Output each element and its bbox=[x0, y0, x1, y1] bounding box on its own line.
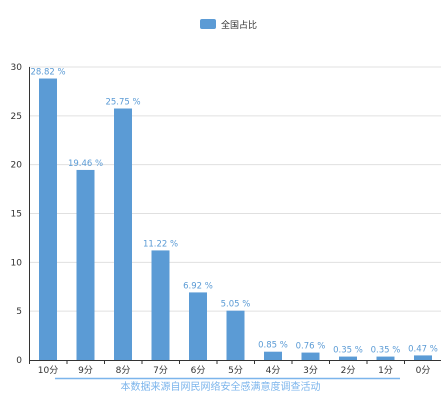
data-label: 0.35 % bbox=[333, 346, 363, 356]
x-tick-label: 9分 bbox=[78, 365, 93, 376]
bar[interactable] bbox=[76, 169, 95, 360]
y-tick-label: 15 bbox=[11, 210, 22, 220]
y-tick-label: 25 bbox=[11, 112, 22, 122]
bar[interactable] bbox=[39, 78, 57, 361]
y-tick-label: 10 bbox=[11, 258, 23, 268]
x-tick-label: 10分 bbox=[38, 365, 58, 376]
data-label: 25.75 % bbox=[105, 98, 140, 108]
bar[interactable] bbox=[226, 310, 245, 360]
x-tick-label: 3分 bbox=[303, 365, 318, 376]
bar[interactable] bbox=[414, 355, 432, 360]
data-label: 0.35 % bbox=[371, 346, 401, 356]
data-label: 5.05 % bbox=[221, 300, 251, 310]
gridlines bbox=[29, 66, 441, 312]
data-label: 0.85 % bbox=[258, 341, 288, 351]
axes: 0 5 10 15 20 25 30 10分 9分 8分 7分 6分 5分 4分 3分 2分 1分 0分 bbox=[11, 63, 441, 380]
data-labels: 28.82 % 19.46 % 25.75 % 11.22 % 6.92 % 5.05 %… bbox=[30, 68, 437, 356]
bar[interactable] bbox=[151, 250, 170, 360]
legend-swatch bbox=[200, 19, 216, 29]
bar[interactable] bbox=[264, 351, 282, 360]
bar[interactable] bbox=[376, 356, 395, 360]
data-label: 11.22 % bbox=[143, 239, 178, 249]
x-tick-label: 8分 bbox=[116, 365, 131, 376]
bar[interactable] bbox=[114, 108, 132, 360]
y-tick-label: 30 bbox=[11, 63, 23, 73]
y-tick-label: 20 bbox=[11, 161, 23, 171]
data-label: 0.76 % bbox=[296, 342, 326, 352]
footnote: 本数据来源自网民网络安全感满意度调查活动 bbox=[120, 382, 321, 393]
y-tick-label: 0 bbox=[16, 356, 22, 366]
x-tick-label: 6分 bbox=[191, 365, 206, 376]
data-label: 6.92 % bbox=[183, 281, 213, 291]
x-tick-label: 0分 bbox=[416, 365, 431, 376]
x-tick-label: 4分 bbox=[266, 365, 281, 376]
x-tick-label: 5分 bbox=[228, 365, 243, 376]
x-tick-label: 2分 bbox=[341, 365, 356, 376]
x-tick-label: 7分 bbox=[153, 365, 168, 376]
legend[interactable]: 全国占比 bbox=[200, 17, 257, 31]
bar[interactable] bbox=[301, 352, 320, 360]
data-label: 28.82 % bbox=[30, 68, 65, 78]
data-label: 0.47 % bbox=[408, 344, 438, 354]
data-label: 19.46 % bbox=[68, 159, 103, 169]
legend-label: 全国占比 bbox=[221, 20, 258, 31]
bar[interactable] bbox=[189, 292, 207, 360]
bar[interactable] bbox=[339, 356, 357, 360]
bars bbox=[39, 78, 432, 361]
x-tick-label: 1分 bbox=[378, 365, 393, 376]
y-tick-label: 5 bbox=[16, 307, 22, 317]
